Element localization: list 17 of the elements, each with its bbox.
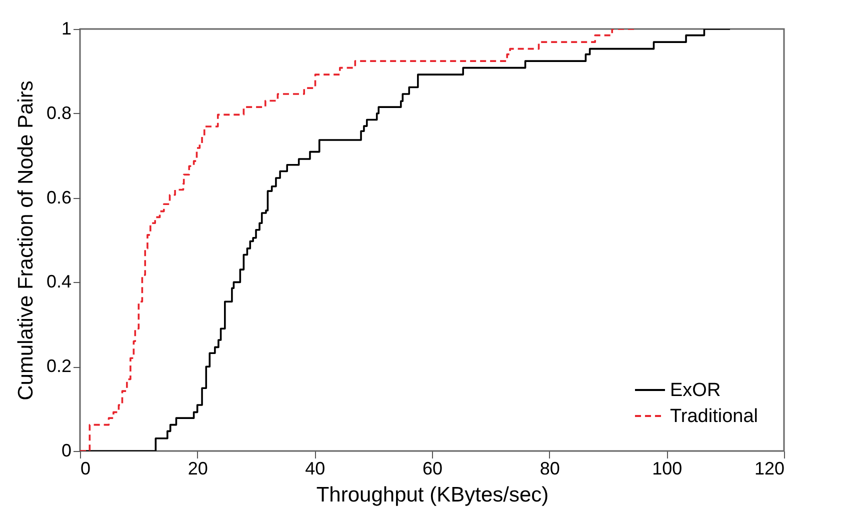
y-tick-label: 0.8 <box>46 102 72 123</box>
x-tick-label: 40 <box>305 458 326 478</box>
legend-label: ExOR <box>670 380 721 401</box>
x-tick-label: 60 <box>422 458 443 478</box>
y-tick-label: 0 <box>61 440 72 460</box>
legend-label: Traditional <box>670 406 758 427</box>
x-tick-label: 20 <box>188 458 208 478</box>
y-axis-title: Cumulative Fraction of Node Pairs <box>14 80 38 400</box>
y-tick-label: 0.6 <box>46 187 72 208</box>
x-axis-title: Throughput (KBytes/sec) <box>316 484 549 506</box>
x-tick-label: 100 <box>652 458 682 478</box>
x-tick-label: 80 <box>540 458 560 478</box>
y-tick-label: 0.2 <box>46 356 72 376</box>
x-tick-label: 120 <box>754 458 784 478</box>
x-tick-label: 0 <box>80 458 91 478</box>
y-tick-label: 1 <box>61 18 72 38</box>
y-tick-label: 0.4 <box>46 272 72 292</box>
